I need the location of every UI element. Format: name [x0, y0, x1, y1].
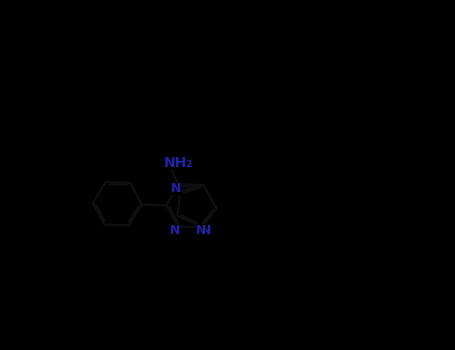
Text: N: N — [170, 224, 180, 237]
Text: N: N — [171, 182, 181, 195]
Text: N: N — [196, 224, 206, 237]
Text: N: N — [201, 224, 211, 237]
Text: NH₂: NH₂ — [163, 156, 193, 170]
